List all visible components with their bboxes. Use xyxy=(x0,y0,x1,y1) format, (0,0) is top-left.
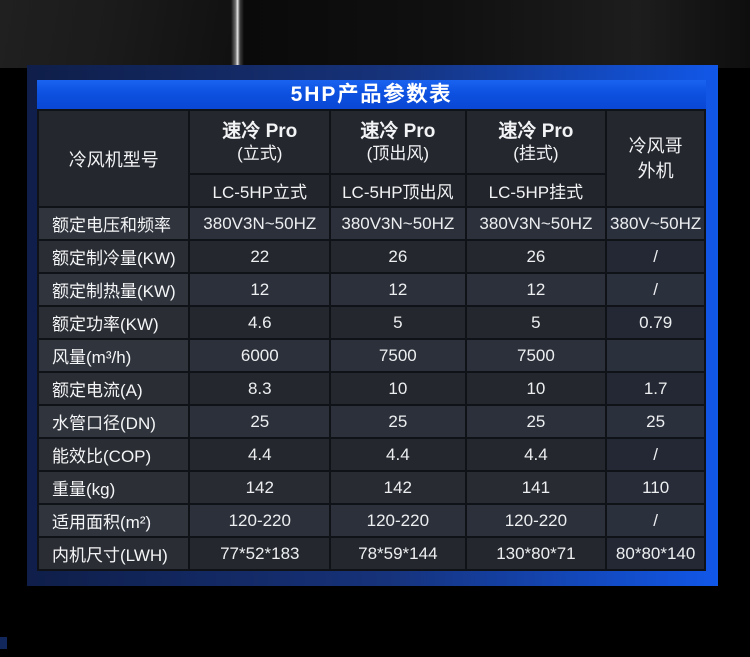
spec-row-weight: 重量(kg) 142 142 141 110 xyxy=(36,470,706,505)
spec-value: 12 xyxy=(329,272,467,307)
spec-value: 22 xyxy=(188,239,332,274)
spec-value: 0.79 xyxy=(605,305,706,340)
product-variant: (挂式) xyxy=(513,144,559,164)
spec-value: 10 xyxy=(464,371,608,406)
spec-label: 额定功率(KW) xyxy=(36,305,191,340)
spec-value: 5 xyxy=(464,305,608,340)
panel-title: 5HP产品参数表 xyxy=(37,80,706,109)
spec-value: 380V3N~50HZ xyxy=(188,206,332,241)
spec-value: 142 xyxy=(329,470,467,505)
spec-table: 冷风机型号 速冷 Pro (立式) 速冷 Pro (顶出风) 速冷 Pro (挂… xyxy=(36,109,706,571)
spec-value: 26 xyxy=(464,239,608,274)
spec-row-heating-capacity: 额定制热量(KW) 12 12 12 / xyxy=(36,272,706,307)
spec-value: / xyxy=(605,437,706,472)
model-code-1: LC-5HP立式 xyxy=(188,173,332,208)
header-row-models: LC-5HP立式 LC-5HP顶出风 LC-5HP挂式 xyxy=(38,173,705,208)
product-variant: (顶出风) xyxy=(366,144,429,164)
spec-value: 1.7 xyxy=(605,371,706,406)
bottom-left-blue-notch xyxy=(0,637,7,649)
spec-label: 水管口径(DN) xyxy=(36,404,191,439)
spec-value: 10 xyxy=(329,371,467,406)
spec-value: / xyxy=(605,239,706,274)
spec-value: 4.6 xyxy=(188,305,332,340)
appliance-body-left xyxy=(0,0,240,68)
spec-row-pipe-diameter: 水管口径(DN) 25 25 25 25 xyxy=(36,404,706,439)
spec-value: 380V~50HZ xyxy=(605,206,706,241)
spec-value: 25 xyxy=(464,404,608,439)
appliance-body-right xyxy=(240,0,750,68)
spec-value: 7500 xyxy=(329,338,467,373)
model-code-3: LC-5HP挂式 xyxy=(464,173,608,208)
spec-value: 4.4 xyxy=(329,437,467,472)
spec-value: 25 xyxy=(188,404,332,439)
spec-value: 80*80*140 xyxy=(605,536,706,571)
column-header-product-3: 速冷 Pro (挂式) xyxy=(464,109,608,175)
product-name: 速冷 Pro xyxy=(360,120,436,142)
spec-value: 142 xyxy=(188,470,332,505)
spec-row-indoor-unit-size: 内机尺寸(LWH) 77*52*183 78*59*144 130*80*71 … xyxy=(36,536,706,571)
spec-value: 78*59*144 xyxy=(329,536,467,571)
spec-panel: 5HP产品参数表 冷风机型号 速冷 Pro (立式) 速冷 Pro (顶出风) … xyxy=(27,65,718,586)
photo-backdrop xyxy=(0,0,750,68)
spec-value: 25 xyxy=(329,404,467,439)
model-code-2: LC-5HP顶出风 xyxy=(329,173,467,208)
product-variant: (立式) xyxy=(237,144,283,164)
spec-row-cop: 能效比(COP) 4.4 4.4 4.4 / xyxy=(36,437,706,472)
spec-value: 25 xyxy=(605,404,706,439)
spec-value: 130*80*71 xyxy=(464,536,608,571)
column-header-product-2: 速冷 Pro (顶出风) xyxy=(329,109,467,175)
column-header-product-1: 速冷 Pro (立式) xyxy=(188,109,332,175)
spec-row-voltage: 额定电压和频率 380V3N~50HZ 380V3N~50HZ 380V3N~5… xyxy=(36,206,706,241)
spec-row-airflow: 风量(m³/h) 6000 7500 7500 xyxy=(36,338,706,373)
spec-value: / xyxy=(605,272,706,307)
spec-value: 120-220 xyxy=(329,503,467,538)
spec-value: 77*52*183 xyxy=(188,536,332,571)
spec-value: / xyxy=(605,503,706,538)
spec-label: 风量(m³/h) xyxy=(36,338,191,373)
spec-value: 380V3N~50HZ xyxy=(464,206,608,241)
spec-value: 7500 xyxy=(464,338,608,373)
appliance-edge-highlight xyxy=(231,0,244,68)
spec-row-coverage-area: 适用面积(m²) 120-220 120-220 120-220 / xyxy=(36,503,706,538)
spec-value: 6000 xyxy=(188,338,332,373)
spec-label: 额定电压和频率 xyxy=(36,206,191,241)
spec-row-rated-power: 额定功率(KW) 4.6 5 5 0.79 xyxy=(36,305,706,340)
model-header-cell: 冷风机型号 xyxy=(36,109,191,208)
spec-value: 141 xyxy=(464,470,608,505)
spec-value: 4.4 xyxy=(188,437,332,472)
spec-label: 额定制冷量(KW) xyxy=(36,239,191,274)
spec-value: 12 xyxy=(188,272,332,307)
spec-label: 额定制热量(KW) xyxy=(36,272,191,307)
spec-value: 120-220 xyxy=(464,503,608,538)
spec-value: 4.4 xyxy=(464,437,608,472)
product-name: 速冷 Pro xyxy=(498,120,574,142)
column-header-outdoor: 冷风哥 外机 xyxy=(605,109,706,208)
spec-value xyxy=(605,338,706,373)
spec-row-cooling-capacity: 额定制冷量(KW) 22 26 26 / xyxy=(36,239,706,274)
product-name: 速冷 Pro xyxy=(222,120,298,142)
spec-value: 26 xyxy=(329,239,467,274)
spec-value: 8.3 xyxy=(188,371,332,406)
spec-value: 12 xyxy=(464,272,608,307)
spec-value: 5 xyxy=(329,305,467,340)
outdoor-name-line2: 外机 xyxy=(637,160,674,181)
spec-value: 120-220 xyxy=(188,503,332,538)
spec-label: 能效比(COP) xyxy=(36,437,191,472)
spec-value: 380V3N~50HZ xyxy=(329,206,467,241)
spec-row-rated-current: 额定电流(A) 8.3 10 10 1.7 xyxy=(36,371,706,406)
header-row-products: 冷风机型号 速冷 Pro (立式) 速冷 Pro (顶出风) 速冷 Pro (挂… xyxy=(36,109,706,208)
spec-label: 适用面积(m²) xyxy=(36,503,191,538)
spec-label: 额定电流(A) xyxy=(36,371,191,406)
spec-label: 重量(kg) xyxy=(36,470,191,505)
spec-label: 内机尺寸(LWH) xyxy=(36,536,191,571)
outdoor-name-line1: 冷风哥 xyxy=(628,136,683,157)
spec-value: 110 xyxy=(605,470,706,505)
